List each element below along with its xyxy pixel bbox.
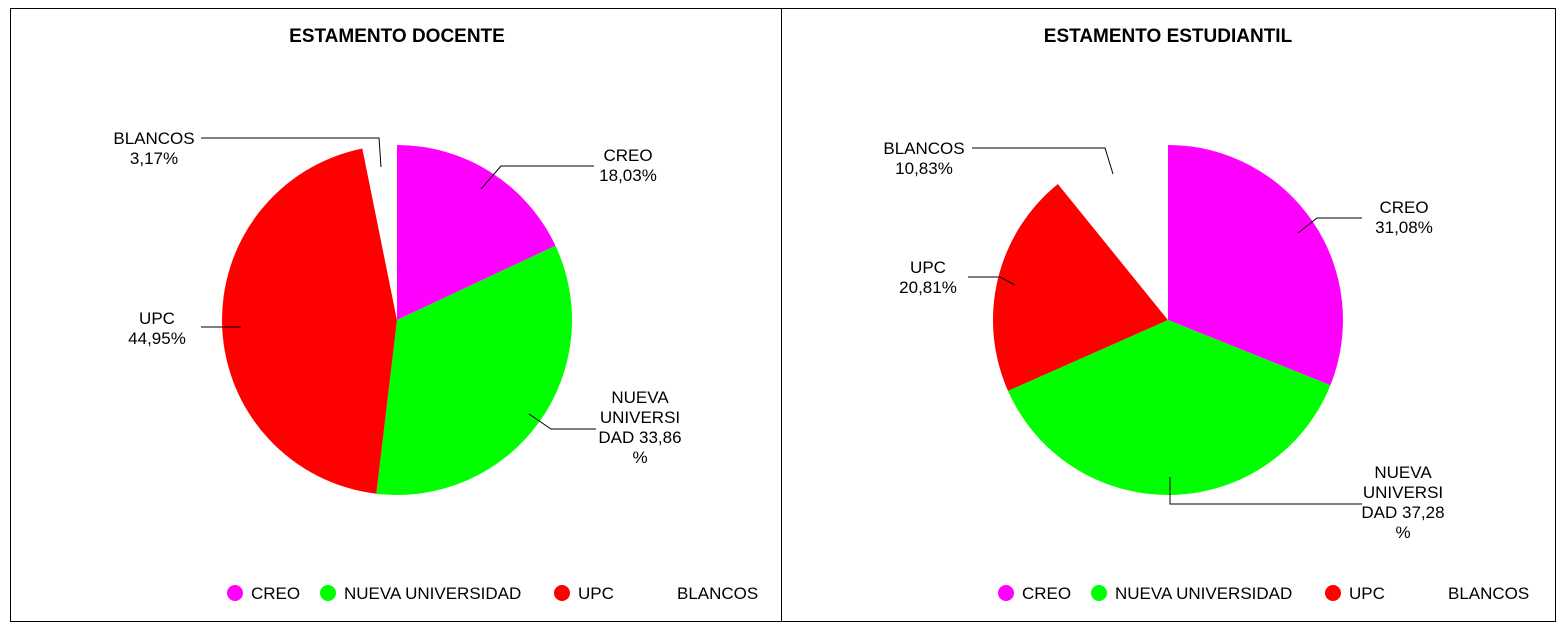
- legend: CREO NUEVA UNIVERSIDAD UPC BLANCOS: [998, 584, 1529, 603]
- legend-marker-blancos: [653, 585, 669, 601]
- legend-label-creo: CREO: [251, 584, 300, 603]
- data-label-nueva-universidad: NUEVA UNIVERSI DAD 37,28%: [1361, 463, 1444, 542]
- legend-item-upc: UPC: [1325, 584, 1385, 603]
- data-labels: CREO 31,08% NUEVA UNIVERSI DAD 37,28 % UPC 20,8…: [883, 139, 1444, 542]
- legend-item-nueva-universidad: NUEVA UNIVERSIDAD: [1091, 584, 1292, 603]
- chart-title: ESTAMENTO ESTUDIANTIL: [1044, 26, 1293, 47]
- data-label-line: %: [632, 448, 647, 467]
- data-label-line: NUEVA: [1374, 463, 1432, 482]
- pie-slice-creo: [397, 145, 556, 320]
- legend-label-blancos: BLANCOS: [1448, 584, 1529, 603]
- data-label-line: UNIVERSI: [1363, 483, 1443, 502]
- data-label-creo: CREO 18,03%: [599, 146, 657, 185]
- data-label-line: UNIVERSI: [600, 408, 680, 427]
- pie-slice-creo: [1168, 145, 1344, 386]
- leader-line-nueva-universidad: [528, 413, 596, 430]
- pie-slice-blancos: [1057, 145, 1168, 320]
- leader-line-nueva-universidad: [1169, 477, 1362, 505]
- data-label-line: NUEVA: [611, 388, 669, 407]
- legend-label-upc: UPC: [1349, 584, 1385, 603]
- legend-item-blancos: BLANCOS: [653, 584, 758, 603]
- legend-item-creo: CREO: [998, 584, 1071, 603]
- legend-item-nueva-universidad: NUEVA UNIVERSIDAD: [320, 584, 521, 603]
- legend-marker-upc: [1325, 585, 1341, 601]
- legend-marker-upc: [554, 585, 570, 601]
- data-label-line: DAD 33,86: [598, 428, 681, 447]
- data-label-nueva-universidad: NUEVA UNIVERSI DAD 33,86%: [598, 388, 681, 467]
- data-label-line: 18,03%: [599, 166, 657, 185]
- legend-marker-nueva-universidad: [320, 585, 336, 601]
- data-label-line: BLANCOS: [113, 129, 194, 148]
- pie-slice-nueva-universidad: [376, 245, 573, 495]
- leader-line-creo: [1297, 217, 1362, 234]
- data-label-line: 10,83%: [895, 159, 953, 178]
- pie-chart-docente: ESTAMENTO DOCENTE CREO 18,03%NUEVA UNIVERS…: [113, 26, 758, 603]
- legend-marker-creo: [998, 585, 1014, 601]
- data-label-line: 20,81%: [899, 278, 957, 297]
- data-label-line: 31,08%: [1375, 218, 1433, 237]
- legend-label-creo: CREO: [1022, 584, 1071, 603]
- legend-marker-blancos: [1424, 585, 1440, 601]
- pie-slice-nueva-universidad: [1008, 320, 1331, 496]
- data-label-line: 3,17%: [130, 149, 178, 168]
- legend-label-nueva-universidad: NUEVA UNIVERSIDAD: [1115, 584, 1292, 603]
- data-labels: CREO 18,03% NUEVA UNIVERSI DAD 33,86 % UPC 44,9…: [113, 129, 681, 467]
- legend-marker-creo: [227, 585, 243, 601]
- pie-chart-estudiantil: ESTAMENTO ESTUDIANTIL CREO 31,08%NUEVA UNI…: [883, 26, 1529, 603]
- data-label-upc: UPC 44,95%: [128, 309, 186, 348]
- leader-line-upc: [968, 276, 1016, 286]
- leader-line-creo: [480, 165, 594, 190]
- chart-panel-estudiantil: ESTAMENTO ESTUDIANTIL CREO 31,08% NUEVA UNI…: [781, 8, 1556, 622]
- leader-lines: [968, 147, 1362, 505]
- data-label-blancos: BLANCOS 10,83%: [883, 139, 964, 178]
- leader-lines: [201, 137, 596, 430]
- legend-item-upc: UPC: [554, 584, 614, 603]
- legend-label-upc: UPC: [578, 584, 614, 603]
- data-label-line: UPC: [910, 258, 946, 277]
- pie-slice-upc: [993, 183, 1168, 391]
- legend-item-creo: CREO: [227, 584, 300, 603]
- legend: CREO NUEVA UNIVERSIDAD UPC BLANCOS: [227, 584, 758, 603]
- data-label-line: CREO: [1379, 198, 1428, 217]
- leader-line-blancos: [201, 137, 382, 168]
- legend-marker-nueva-universidad: [1091, 585, 1107, 601]
- pie-slices: [222, 145, 573, 495]
- legend-item-blancos: BLANCOS: [1424, 584, 1529, 603]
- data-label-blancos: BLANCOS 3,17%: [113, 129, 194, 168]
- data-label-line: UPC: [139, 309, 175, 328]
- leader-line-blancos: [972, 147, 1114, 175]
- data-label-line: 44,95%: [128, 329, 186, 348]
- data-label-line: BLANCOS: [883, 139, 964, 158]
- data-label-line: CREO: [603, 146, 652, 165]
- data-label-line: DAD 37,28: [1361, 503, 1444, 522]
- chart-title: ESTAMENTO DOCENTE: [289, 26, 505, 47]
- data-label-creo: CREO 31,08%: [1375, 198, 1433, 237]
- data-label-upc: UPC 20,81%: [899, 258, 957, 297]
- pie-slices: [993, 145, 1344, 496]
- legend-label-nueva-universidad: NUEVA UNIVERSIDAD: [344, 584, 521, 603]
- data-label-line: %: [1395, 523, 1410, 542]
- pie-slice-blancos: [362, 145, 397, 320]
- legend-label-blancos: BLANCOS: [677, 584, 758, 603]
- pie-slice-upc: [222, 148, 397, 494]
- chart-panel-docente: ESTAMENTO DOCENTE CREO 18,03% NUEVA UNIVERS…: [10, 8, 782, 622]
